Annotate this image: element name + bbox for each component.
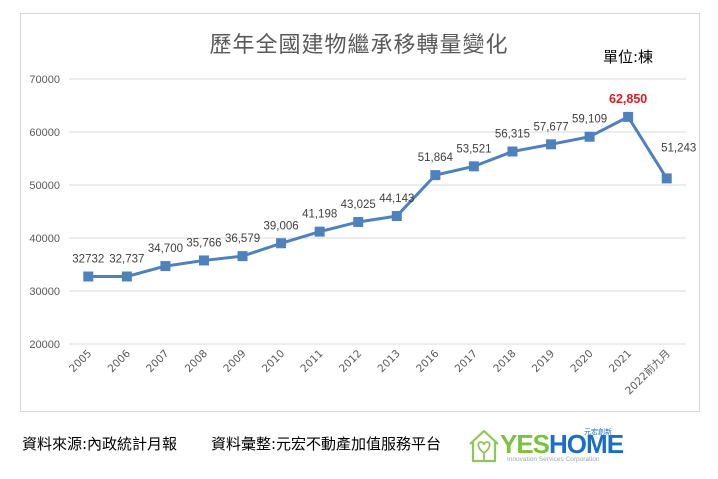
x-tick-label: 2010 [260,348,287,375]
data-marker [430,170,441,181]
y-axis-labels: 20000 30000 40000 50000 60000 70000 [29,74,60,351]
data-compiler-note: 資料彙整:元宏不動產加值服務平台 [211,435,442,453]
data-series [83,111,672,282]
x-axis-labels: 2005 2006 2007 2008 2009 2010 2011 2012 2013 2016… [67,347,673,397]
data-marker [160,261,171,272]
data-label: 32732 [72,254,104,266]
data-marker [391,211,402,222]
data-marker [353,216,364,227]
chart-title: 歷年全國建物繼承移轉量變化 [209,33,509,58]
data-label: 59,109 [572,114,607,126]
yeshome-logo: YESHOME 元宏創新 Innovation Services Corpora… [467,428,624,466]
data-label: 51,243 [661,142,696,154]
data-marker [198,255,209,266]
y-tick-label: 20000 [29,339,60,351]
logo-chinese-name: 元宏創新 [584,428,612,436]
x-tick-label: 2013 [376,348,403,375]
data-marker [584,131,595,142]
x-tick-label: 2005 [67,348,94,375]
data-label: 51,864 [418,152,454,164]
house-heart-icon [469,429,499,463]
data-label: 34,700 [148,243,183,255]
y-tick-label: 50000 [29,180,60,192]
logo-wordmark: YESHOME [500,429,624,459]
x-tick-label: 2011 [298,348,325,375]
data-marker [623,111,634,122]
data-marker [468,161,479,172]
data-marker [237,251,248,262]
x-tick-label: 2020 [568,348,595,375]
data-marker [661,173,672,184]
x-tick-label: 2018 [491,348,518,375]
logo-tagline: Innovation Services Corporation [507,456,600,463]
x-tick-label: 2006 [106,347,134,375]
data-marker [507,146,518,157]
data-labels: 32732 32,737 34,700 35,766 36,579 39,00641,19… [72,92,696,266]
y-tick-label: 40000 [29,233,60,245]
x-tick-label: 2009 [221,348,248,375]
data-label: 57,677 [533,121,568,133]
x-tick-label: 2007 [144,348,171,375]
data-label: 53,521 [456,143,491,155]
data-label: 43,025 [341,199,376,211]
data-label: 41,198 [302,209,337,221]
data-label-highlight: 62,850 [609,92,647,106]
unit-label: 單位:棟 [603,48,654,66]
data-source-note: 資料來源:內政統計月報 [22,435,178,453]
y-tick-label: 60000 [29,127,60,139]
data-label: 56,315 [495,129,530,141]
data-label: 36,579 [225,233,260,245]
data-marker [83,271,94,282]
data-marker [314,226,325,237]
data-label: 32,737 [109,253,144,265]
data-marker [121,271,132,282]
series-line [88,115,668,279]
x-tick-label: 2012 [337,348,364,375]
data-label: 35,766 [186,237,221,249]
data-marker [546,139,557,150]
data-marker [276,238,287,249]
data-label: 44,143 [379,193,414,205]
y-tick-label: 30000 [29,286,60,298]
x-tick-label: 2021 [607,348,634,375]
x-tick-label: 2016 [414,347,442,375]
x-tick-label: 2017 [453,348,480,375]
data-label: 39,006 [264,220,299,232]
x-tick-label: 2019 [530,348,557,375]
y-tick-label: 70000 [29,74,60,86]
x-tick-label: 2008 [183,348,210,375]
gridlines [69,78,686,345]
